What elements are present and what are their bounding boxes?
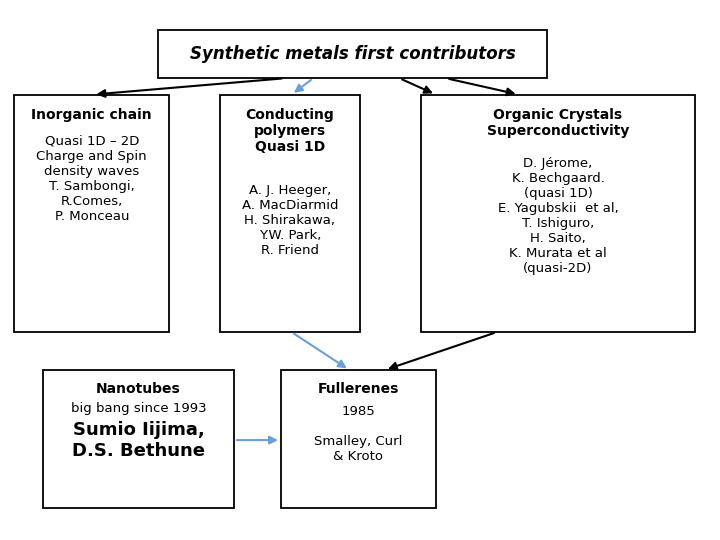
Text: Inorganic chain: Inorganic chain (32, 108, 152, 122)
FancyBboxPatch shape (14, 94, 169, 332)
FancyBboxPatch shape (281, 370, 436, 508)
Text: 1985

Smalley, Curl
& Kroto: 1985 Smalley, Curl & Kroto (314, 405, 402, 463)
Text: Synthetic metals first contributors: Synthetic metals first contributors (190, 45, 516, 63)
Text: Nanotubes: Nanotubes (96, 382, 181, 396)
Text: Fullerenes: Fullerenes (318, 382, 399, 396)
FancyBboxPatch shape (43, 370, 234, 508)
Text: A. J. Heeger,
A. MacDiarmid
H. Shirakawa,
Y.W. Park,
R. Friend: A. J. Heeger, A. MacDiarmid H. Shirakawa… (241, 184, 338, 256)
Text: big bang since 1993: big bang since 1993 (71, 402, 207, 415)
Text: Organic Crystals
Superconductivity: Organic Crystals Superconductivity (487, 108, 629, 138)
FancyBboxPatch shape (158, 30, 547, 78)
Text: D. Jérome,
K. Bechgaard.
(quasi 1D)
E. Yagubskii  et al,
T. Ishiguro,
H. Saito,
: D. Jérome, K. Bechgaard. (quasi 1D) E. Y… (498, 157, 618, 275)
FancyBboxPatch shape (421, 94, 695, 332)
Text: Quasi 1D – 2D
Charge and Spin
density waves
T. Sambongi,
R.Comes,
P. Monceau: Quasi 1D – 2D Charge and Spin density wa… (37, 135, 147, 223)
Text: Conducting
polymers
Quasi 1D: Conducting polymers Quasi 1D (246, 108, 334, 154)
FancyBboxPatch shape (220, 94, 360, 332)
Text: Sumio Iijima,
D.S. Bethune: Sumio Iijima, D.S. Bethune (72, 421, 205, 460)
